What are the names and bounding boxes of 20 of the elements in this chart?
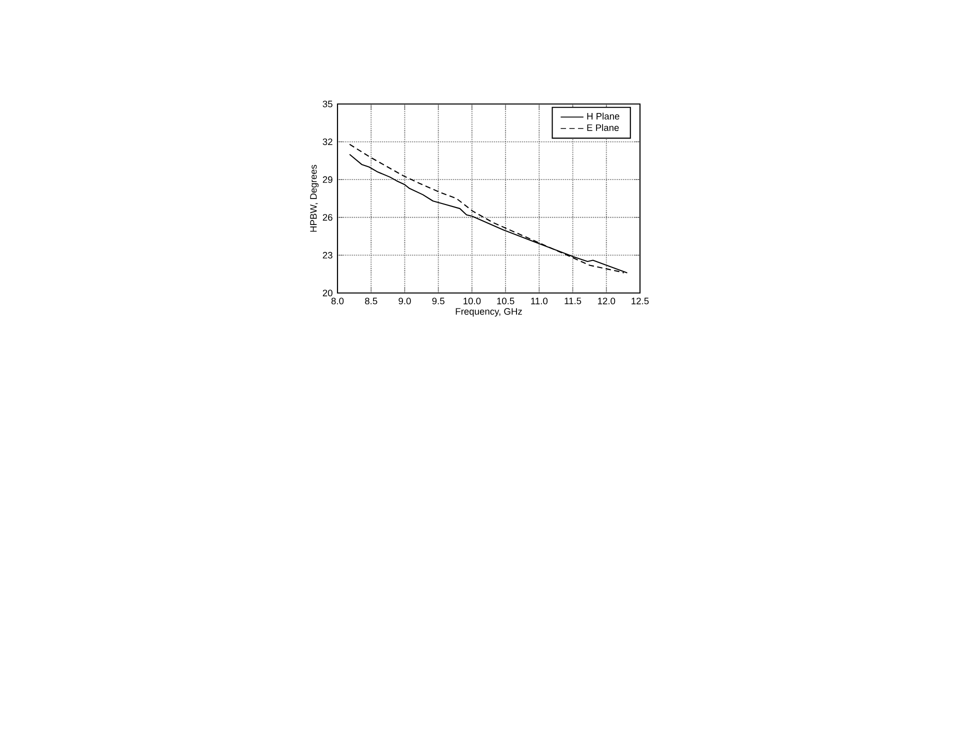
y-tick-label: 23 <box>322 252 332 258</box>
x-tick-label: 12.0 <box>598 298 616 304</box>
x-tick-label: 10.0 <box>464 298 481 304</box>
legend-label: E Plane <box>587 124 619 131</box>
y-axis-title: HPBW, Degrees <box>310 164 319 232</box>
y-tick-label: 29 <box>322 176 332 183</box>
x-tick-label: 11.0 <box>531 298 548 304</box>
x-tick-label: 10.5 <box>497 298 514 304</box>
y-tick-label: 32 <box>322 138 332 146</box>
legend-label: H Plane <box>587 112 620 120</box>
y-tick-label: 35 <box>322 100 332 108</box>
y-tick-label: 20 <box>322 290 332 296</box>
x-tick-label: 12.5 <box>632 298 649 304</box>
x-tick-label: 8.0 <box>331 298 344 304</box>
x-tick-label: 9.0 <box>398 298 411 304</box>
x-tick-label: 8.5 <box>365 298 378 304</box>
x-axis-title: Frequency, GHz <box>456 308 522 317</box>
x-tick-label: 11.5 <box>564 298 582 304</box>
y-tick-label: 26 <box>322 214 332 221</box>
x-tick-label: 9.5 <box>432 298 444 304</box>
